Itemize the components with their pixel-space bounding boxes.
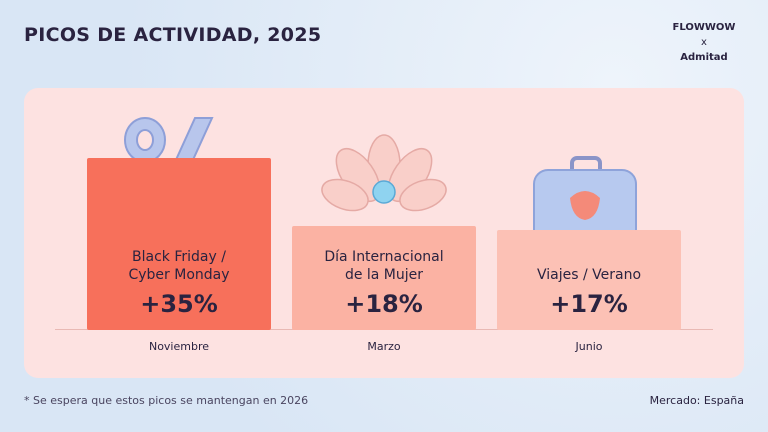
brand-left: FLOWWOW [672, 22, 736, 33]
month-label: Junio [575, 340, 603, 353]
brand: FLOWWOW x Admitad [664, 20, 744, 65]
month-label: Marzo [367, 340, 401, 353]
bar-label: Viajes / Verano [536, 267, 642, 283]
bar: Viajes / Verano +17% [497, 230, 681, 330]
brand-joiner: x [701, 37, 707, 48]
value-label: +35% [140, 290, 218, 318]
value-label: +18% [345, 290, 423, 318]
bar-label: Día Internacional de la Mujer [324, 249, 444, 283]
chart-title: PICOS DE ACTIVIDAD, 2025 [24, 24, 322, 46]
market: Mercado: España [649, 394, 744, 407]
footnote: * Se espera que estos picos se mantengan… [24, 394, 309, 407]
bar: Día Internacional de la Mujer +18% [292, 226, 476, 330]
flower-icon [321, 134, 447, 212]
bar-label: Black Friday / Cyber Monday [128, 249, 230, 283]
value-label: +17% [550, 290, 628, 318]
brand-right: Admitad [680, 52, 728, 63]
month-label: Noviembre [148, 340, 210, 353]
bar: Black Friday / Cyber Monday +35% [87, 158, 271, 330]
